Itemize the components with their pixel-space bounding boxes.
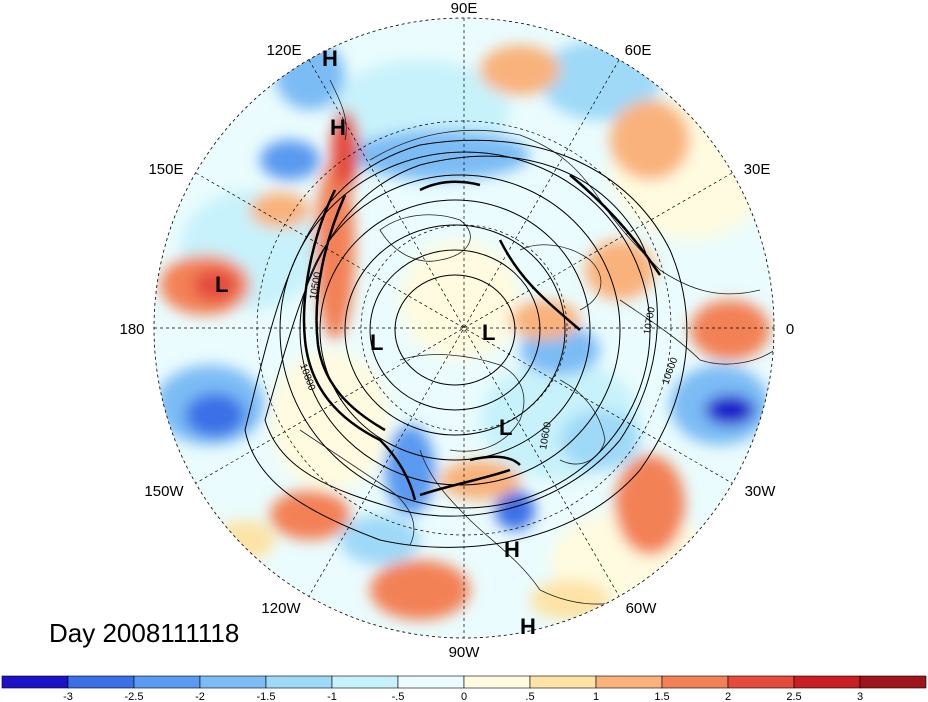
colorbar-swatch	[859, 675, 927, 689]
colorbar-swatch	[727, 675, 795, 689]
pressure-center-h-2: H	[330, 115, 346, 140]
pressure-center-l-2: L	[370, 330, 383, 355]
colorbar-tick-label: 0	[461, 691, 467, 702]
colorbar-swatch	[133, 675, 201, 689]
pressure-center-l-4: L	[499, 415, 512, 440]
colorbar-swatch	[265, 675, 333, 689]
colorbar-tick-label: 1.5	[654, 691, 669, 702]
colorbar-swatch	[331, 675, 399, 689]
colorbar-tick-label: 3	[857, 691, 863, 702]
colorbar-swatch	[397, 675, 465, 689]
lon-label-90w: 90W	[449, 644, 481, 661]
lon-label-30w: 30W	[745, 483, 777, 500]
pressure-center-h-1: H	[322, 46, 338, 71]
lon-label-180: 180	[119, 321, 144, 338]
map-boundary	[153, 17, 775, 639]
pressure-center-h-3: H	[504, 537, 520, 562]
lon-label-90e: 90E	[451, 0, 478, 17]
colorbar-tick-label: .5	[525, 691, 534, 702]
contour-label-10500: 10500	[308, 271, 324, 301]
colorbar-tick-label: -.5	[392, 691, 405, 702]
colorbar-tick-label: -1.5	[257, 691, 276, 702]
day-title: Day 2008111118	[49, 618, 240, 648]
pressure-center-h-4: H	[520, 614, 536, 639]
colorbar-swatch	[529, 675, 597, 689]
lon-label-150e: 150E	[148, 161, 183, 178]
graticule	[154, 18, 774, 638]
colorbar-tick-label: 2.5	[786, 691, 801, 702]
lon-label-120e: 120E	[266, 42, 301, 59]
contour-label-10700: 10700	[642, 306, 658, 336]
lon-label-60w: 60W	[626, 600, 658, 617]
lon-label-60e: 60E	[625, 42, 652, 59]
lon-label-150w: 150W	[144, 483, 184, 500]
colorbar-tick-label: -2	[195, 691, 205, 702]
lon-label-30e: 30E	[744, 161, 771, 178]
jet-contours	[302, 174, 662, 501]
colorbar-tick-label: 1	[593, 691, 599, 702]
colorbar-swatch	[199, 675, 267, 689]
colorbar-swatch	[661, 675, 729, 689]
colorbar-swatch	[463, 675, 531, 689]
pressure-center-l-3: L	[482, 320, 495, 345]
colorbar: -3 -2.5 -2 -1.5 -1 -.5 0 .5 1 1.5 2 2.5 3	[1, 675, 927, 702]
contour-label-10600-south: 10600	[538, 421, 554, 451]
lon-label-0: 0	[786, 321, 794, 338]
colorbar-swatch	[595, 675, 663, 689]
colorbar-tick-label: 2	[725, 691, 731, 702]
colorbar-tick-label: -2.5	[125, 691, 144, 702]
colorbar-tick-label: -3	[63, 691, 73, 702]
colorbar-swatch	[793, 675, 861, 689]
colorbar-swatch	[1, 675, 69, 689]
anomaly-field	[154, 18, 774, 638]
pressure-center-l-1: L	[215, 272, 228, 297]
lon-label-120w: 120W	[261, 600, 301, 617]
colorbar-swatch	[67, 675, 135, 689]
colorbar-tick-label: -1	[327, 691, 337, 702]
